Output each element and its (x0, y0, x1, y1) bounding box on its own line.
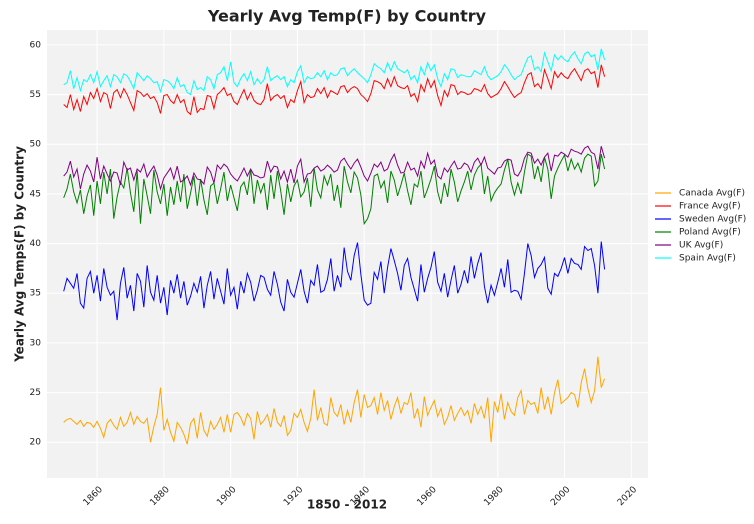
x-tick-label: 1960 (416, 485, 439, 508)
y-tick-label: 20 (30, 438, 42, 448)
y-tick-label: 55 (30, 90, 41, 100)
x-tick-label: 1860 (82, 485, 105, 508)
series-line (63, 241, 606, 321)
y-tick-label: 45 (30, 189, 41, 199)
y-axis-label: Yearly Avg Temps(F) by Country (13, 146, 27, 363)
legend-label: Sweden Avg(F) (679, 215, 746, 225)
x-tick-label: 2000 (549, 485, 572, 508)
y-tick-label: 50 (30, 140, 42, 150)
x-tick-label: 1880 (148, 485, 171, 508)
legend-label: Poland Avg(F) (679, 228, 741, 238)
legend-label: Spain Avg(F) (679, 254, 736, 264)
series-line (63, 145, 606, 191)
series-line (63, 64, 606, 116)
x-tick-label: 1900 (215, 485, 238, 508)
y-tick-label: 35 (30, 289, 41, 299)
legend-label: France Avg(F) (679, 202, 741, 212)
x-tick-label: 1980 (482, 485, 505, 508)
x-tick-label: 2020 (616, 485, 639, 508)
y-tick-label: 25 (30, 388, 41, 398)
y-tick-label: 40 (30, 239, 42, 249)
chart-title: Yearly Avg Temp(F) by Country (207, 7, 487, 26)
y-tick-label: 30 (30, 338, 42, 348)
x-axis-label: 1850 - 2012 (307, 498, 387, 512)
legend-label: Canada Avg(F) (679, 189, 745, 199)
x-tick-label: 1920 (282, 485, 305, 508)
series-line (63, 48, 606, 96)
plot-area (47, 30, 648, 478)
legend-label: UK Avg(F) (679, 241, 723, 251)
y-tick-label: 60 (30, 40, 42, 50)
series-line (63, 153, 606, 226)
series-line (63, 356, 606, 445)
